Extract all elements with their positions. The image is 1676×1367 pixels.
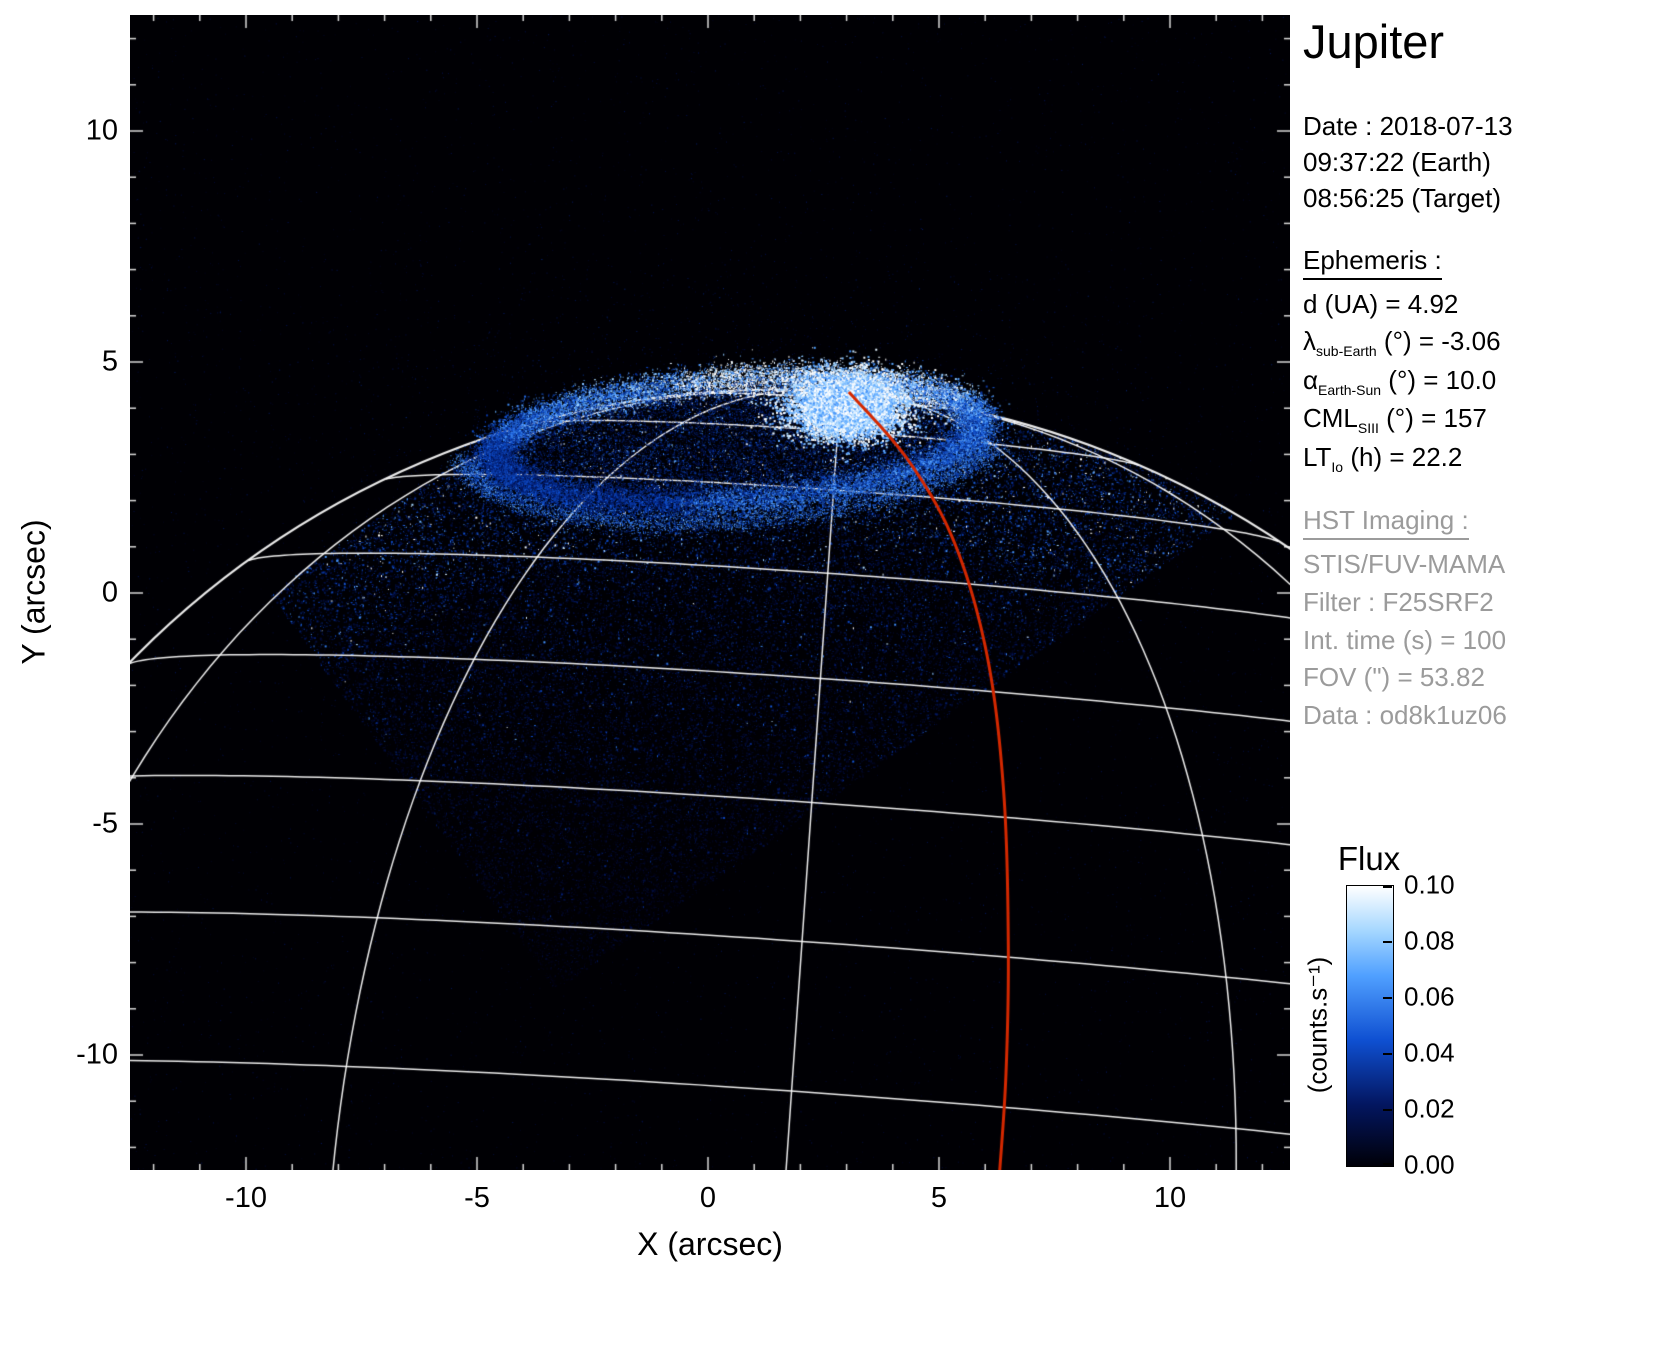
- ephemeris-symbol: CML: [1303, 403, 1358, 434]
- x-tick-label: -10: [225, 1182, 267, 1214]
- ephemeris-value: (°) = -3.06: [1376, 326, 1501, 357]
- ephemeris-subscript: SIII: [1357, 420, 1379, 437]
- colorbar-title: Flux: [1337, 840, 1401, 877]
- colorbar-tick-mark: [1383, 886, 1392, 888]
- y-tick-label: -5: [92, 807, 118, 840]
- colorbar-gradient: [1346, 885, 1394, 1167]
- ephemeris-row: λsub-Earth (°) = -3.06: [1303, 323, 1675, 361]
- ephemeris-row: CMLSIII (°) = 157: [1303, 400, 1675, 438]
- hst-imaging-header: HST Imaging :: [1303, 505, 1675, 541]
- ephemeris-symbol: d (UA): [1303, 288, 1379, 319]
- time-earth: 09:37:22 (Earth): [1303, 146, 1491, 177]
- ephemeris-symbol: α: [1303, 364, 1319, 395]
- ephemeris-subscript: Io: [1331, 458, 1344, 475]
- hst-imaging-row: FOV (") = 53.82: [1303, 662, 1485, 693]
- ephemeris-symbol: λ: [1303, 326, 1316, 357]
- colorbar-tick-label: 0.02: [1404, 1093, 1455, 1124]
- ephemeris-row: αEarth-Sun (°) = 10.0: [1303, 362, 1675, 400]
- x-tick-label: -5: [464, 1182, 490, 1214]
- colorbar-tick-mark: [1383, 1109, 1392, 1111]
- plot-area: [130, 15, 1290, 1170]
- ephemeris-value: (h) = 22.2: [1343, 441, 1463, 472]
- ephemeris-value: (°) = 157: [1378, 403, 1487, 434]
- ephemeris-subscript: Earth-Sun: [1318, 381, 1382, 398]
- hst-imaging-row: Data : od8k1uz06: [1303, 700, 1507, 730]
- colorbar-tick-label: 0.08: [1404, 925, 1455, 956]
- info-panel: Jupiter Date : 2018-07-13 09:37:22 (Eart…: [1303, 14, 1675, 735]
- colorbar-tick-mark: [1383, 1163, 1392, 1165]
- ephemeris-value: (°) = 10.0: [1381, 364, 1497, 395]
- fuv-image-canvas: [130, 15, 1290, 1170]
- colorbar-tick-label: 0.04: [1404, 1037, 1455, 1068]
- colorbar-tick-mark: [1383, 941, 1392, 943]
- x-tick-label: 5: [930, 1182, 948, 1214]
- y-tick-label: 10: [85, 114, 118, 147]
- x-axis-label: X (arcsec): [637, 1226, 783, 1262]
- ephemeris-row: LTIo (h) = 22.2: [1303, 439, 1675, 477]
- ephemeris-subscript: sub-Earth: [1316, 343, 1377, 360]
- y-tick-label: 5: [101, 345, 118, 378]
- colorbar-tick-label: 0.10: [1404, 869, 1455, 900]
- ephemeris-header: Ephemeris :: [1303, 244, 1675, 280]
- colorbar-tick-label: 0.00: [1404, 1149, 1455, 1180]
- ephemeris-value: = 4.92: [1378, 288, 1459, 319]
- y-tick-label: 0: [101, 576, 118, 609]
- hst-imaging-row: Int. time (s) = 100: [1303, 624, 1507, 655]
- ephemeris-symbol: LT: [1303, 441, 1332, 472]
- hst-imaging-list: STIS/FUV-MAMA Filter : F25SRF2 Int. time (…: [1303, 546, 1675, 734]
- x-tick-label: 0: [699, 1182, 717, 1214]
- time-target: 08:56:25 (Target): [1303, 182, 1502, 213]
- ephemeris-row: d (UA) = 4.92: [1303, 286, 1675, 324]
- colorbar-tick-label: 0.06: [1404, 981, 1455, 1012]
- colorbar-tick-mark: [1383, 1053, 1392, 1055]
- colorbar-unit-label: (counts.s⁻¹): [1302, 956, 1333, 1094]
- x-tick-label: 10: [1153, 1182, 1187, 1214]
- hst-imaging-row: Filter : F25SRF2: [1303, 586, 1494, 617]
- hst-imaging-row: STIS/FUV-MAMA: [1303, 549, 1506, 580]
- date-block: Date : 2018-07-13 09:37:22 (Earth) 08:56…: [1303, 109, 1675, 217]
- date-line: Date : 2018-07-13: [1303, 111, 1513, 141]
- y-tick-label: -10: [76, 1038, 118, 1071]
- figure-title: Jupiter: [1303, 15, 1445, 68]
- ephemeris-list: d (UA) = 4.92 λsub-Earth (°) = -3.06 αEart…: [1303, 286, 1675, 478]
- colorbar-tick-mark: [1383, 997, 1392, 999]
